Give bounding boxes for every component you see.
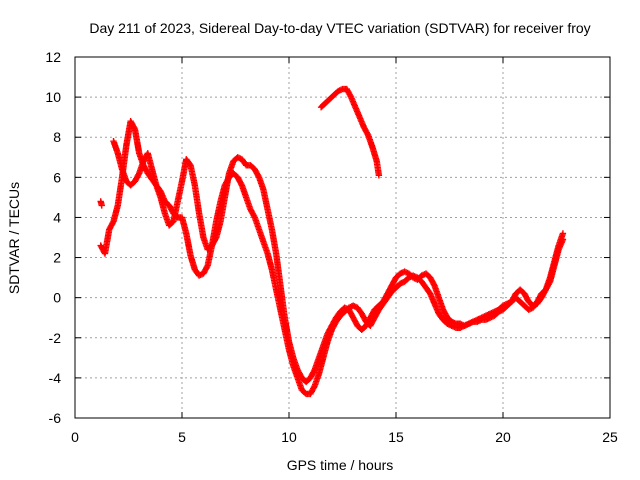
y-tick-label: -2 [49, 330, 62, 346]
y-tick-label: 4 [53, 209, 61, 225]
axis-ticks: -6 -4 -2 0 2 4 6 8 10 12 0 5 10 15 20 25 [45, 49, 618, 445]
y-axis-label: SDTVAR / TECUs [6, 182, 22, 294]
y-tick-label: 6 [53, 169, 61, 185]
data-point [310, 368, 318, 375]
data-point [131, 124, 138, 132]
series-upper-trace [110, 138, 567, 386]
data-point [255, 172, 262, 180]
data-point [559, 230, 567, 237]
y-tick-label: 12 [45, 49, 61, 65]
grid-lines [75, 57, 610, 418]
data-point [364, 130, 371, 138]
data-point [250, 212, 258, 220]
data-point [135, 171, 142, 178]
data-point [430, 281, 438, 288]
y-tick-label: 8 [53, 129, 61, 145]
data-point [310, 384, 318, 391]
data-point [98, 202, 105, 209]
x-tick-label: 5 [178, 429, 186, 445]
plot-frame [74, 56, 611, 419]
x-axis-label: GPS time / hours [287, 457, 394, 473]
x-tick-label: 10 [281, 429, 297, 445]
y-tick-label: 2 [53, 250, 61, 266]
x-tick-label: 15 [388, 429, 404, 445]
data-point [541, 287, 549, 295]
data-point [375, 172, 383, 179]
y-tick-label: 10 [45, 89, 61, 105]
y-tick-label: -4 [49, 370, 62, 386]
y-tick-label: -6 [49, 410, 62, 426]
data-point [238, 180, 245, 188]
x-tick-label: 20 [495, 429, 511, 445]
chart-title: Day 211 of 2023, Sidereal Day-to-day VTE… [89, 20, 590, 36]
data-point [203, 263, 211, 271]
series-start-points [97, 198, 105, 209]
y-tick-label: 0 [53, 290, 61, 306]
series-isolated-arc [317, 85, 383, 179]
data-marks [97, 85, 567, 398]
x-tick-label: 25 [602, 429, 618, 445]
x-tick-label: 0 [71, 429, 79, 445]
